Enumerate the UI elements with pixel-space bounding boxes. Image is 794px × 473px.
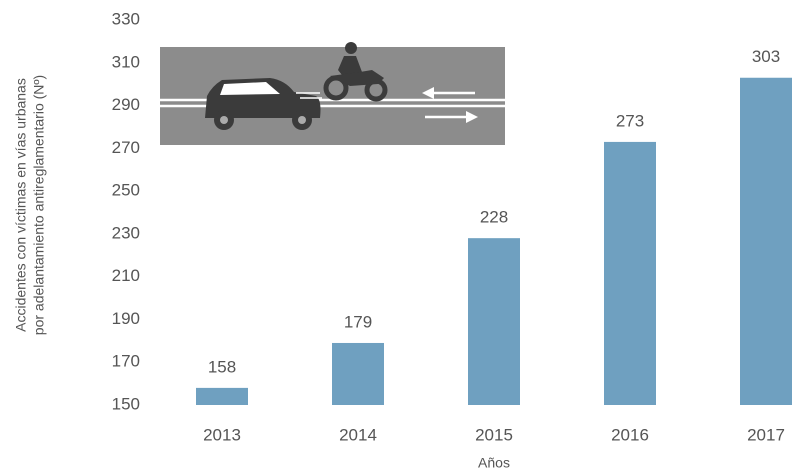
y-axis-label: Accidentes con víctimas en vías urbanas — [13, 78, 29, 332]
y-tick-label: 250 — [112, 181, 140, 200]
y-axis-label: por adelantamiento antireglamentario (Nº… — [31, 75, 47, 335]
y-tick-label: 310 — [112, 52, 140, 71]
y-tick-label: 270 — [112, 138, 140, 157]
x-tick-label: 2016 — [611, 425, 649, 444]
motorbike — [323, 42, 388, 102]
data-label: 158 — [208, 357, 236, 376]
x-tick-label: 2013 — [203, 425, 241, 444]
x-tick-label: 2014 — [339, 425, 377, 444]
x-tick-label: 2017 — [747, 425, 785, 444]
y-tick-label: 210 — [112, 266, 140, 285]
data-label: 228 — [480, 208, 508, 227]
illustration — [160, 42, 505, 145]
car — [205, 78, 322, 130]
x-axis-label: Años — [478, 455, 510, 471]
y-tick-label: 150 — [112, 394, 140, 413]
y-tick-label: 170 — [112, 352, 140, 371]
data-label: 179 — [344, 312, 372, 331]
bar — [468, 238, 520, 405]
y-tick-label: 190 — [112, 309, 140, 328]
bar — [740, 77, 792, 405]
bar — [196, 387, 248, 405]
y-tick-label: 230 — [112, 223, 140, 242]
arrow — [422, 87, 478, 123]
bar — [604, 141, 656, 405]
y-tick-label: 290 — [112, 95, 140, 114]
bar — [332, 342, 384, 405]
x-tick-label: 2015 — [475, 425, 513, 444]
y-tick-label: 330 — [112, 9, 140, 28]
data-label: 303 — [752, 47, 780, 66]
data-label: 273 — [616, 111, 644, 130]
